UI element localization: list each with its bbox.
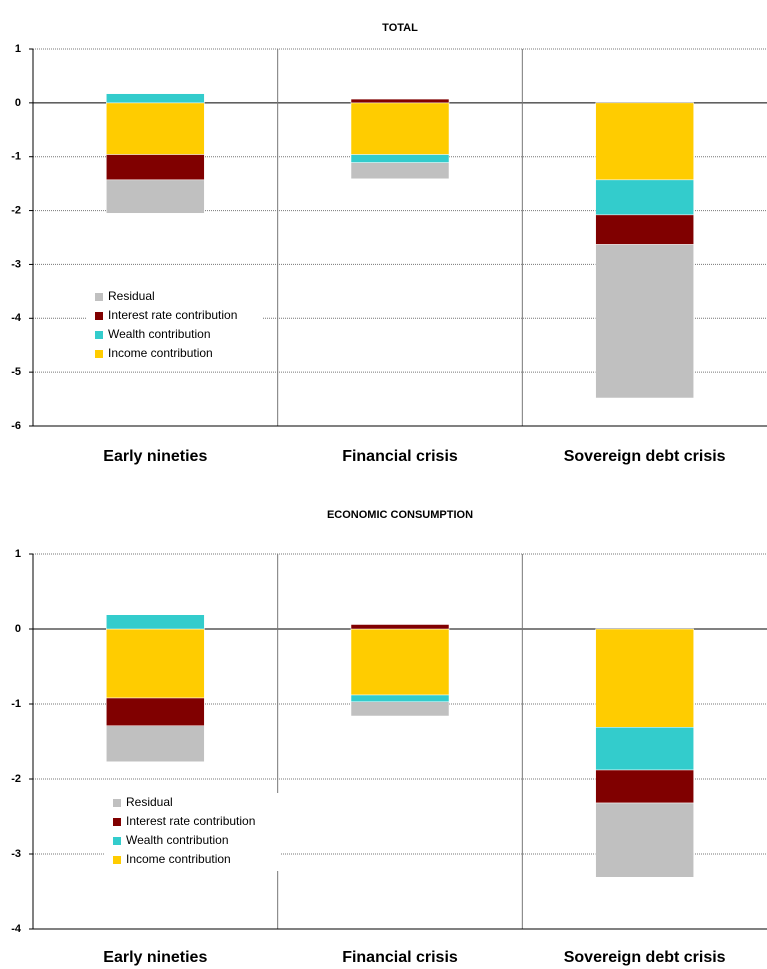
bar-segment xyxy=(595,727,694,771)
bar-segment xyxy=(595,179,694,216)
bar-segment xyxy=(350,102,450,155)
bar-segment xyxy=(106,102,205,155)
legend-swatch xyxy=(113,837,121,845)
bar-segment xyxy=(595,214,694,245)
bar-segment xyxy=(350,154,450,163)
bar-segment xyxy=(595,802,694,878)
y-tick-label: -2 xyxy=(11,773,21,785)
y-tick-label: -3 xyxy=(11,258,21,270)
legend-swatch xyxy=(113,799,121,807)
chart-title: TOTAL xyxy=(382,22,418,34)
bar-segment xyxy=(350,624,450,630)
bar-segment xyxy=(106,697,205,726)
x-tick-label: Early nineties xyxy=(103,448,207,465)
y-tick-label: -5 xyxy=(11,366,21,378)
bar-segment xyxy=(595,102,694,181)
y-tick-label: 0 xyxy=(15,623,21,635)
legend-swatch xyxy=(95,350,103,358)
legend-swatch xyxy=(95,293,103,301)
bar-segment xyxy=(350,98,450,104)
x-tick-label: Financial crisis xyxy=(342,949,458,966)
legend-label: Wealth contribution xyxy=(108,327,211,341)
legend-label: Residual xyxy=(126,795,173,809)
bar-segment xyxy=(106,614,205,630)
x-tick-label: Financial crisis xyxy=(342,448,458,465)
bar-segment xyxy=(106,725,205,762)
chart-title: ECONOMIC CONSUMPTION xyxy=(327,509,473,521)
bar-segment xyxy=(106,154,205,181)
legend-label: Income contribution xyxy=(126,852,231,866)
y-tick-label: -1 xyxy=(11,151,21,163)
y-tick-label: -3 xyxy=(11,848,21,860)
legend-swatch xyxy=(95,331,103,339)
legend-swatch xyxy=(113,856,121,864)
bar-segment xyxy=(350,628,450,696)
bar-segment xyxy=(350,694,450,702)
bar-segment xyxy=(350,701,450,717)
y-tick-label: -1 xyxy=(11,698,21,710)
y-tick-label: -4 xyxy=(11,312,22,324)
y-tick-label: 0 xyxy=(15,97,21,109)
legend-box xyxy=(87,287,262,365)
legend-label: Income contribution xyxy=(108,346,213,360)
legend-label: Interest rate contribution xyxy=(126,814,255,828)
y-tick-label: -6 xyxy=(11,420,21,432)
bar-segment xyxy=(106,93,205,104)
bar-segment xyxy=(595,244,694,399)
legend-label: Residual xyxy=(108,289,155,303)
y-tick-label: 1 xyxy=(15,43,21,55)
bar-segment xyxy=(106,628,205,699)
y-tick-label: -2 xyxy=(11,204,21,216)
y-tick-label: 1 xyxy=(15,548,21,560)
x-tick-label: Early nineties xyxy=(103,949,207,966)
legend-swatch xyxy=(113,818,121,826)
x-tick-label: Sovereign debt crisis xyxy=(564,448,726,465)
legend-box xyxy=(105,793,280,871)
legend-swatch xyxy=(95,312,103,320)
bar-segment xyxy=(106,179,205,214)
y-tick-label: -4 xyxy=(11,923,22,935)
bar-segment xyxy=(595,628,694,728)
legend-label: Interest rate contribution xyxy=(108,308,237,322)
bar-segment xyxy=(350,162,450,180)
x-tick-label: Sovereign debt crisis xyxy=(564,949,726,966)
bar-segment xyxy=(595,769,694,804)
legend-label: Wealth contribution xyxy=(126,833,229,847)
